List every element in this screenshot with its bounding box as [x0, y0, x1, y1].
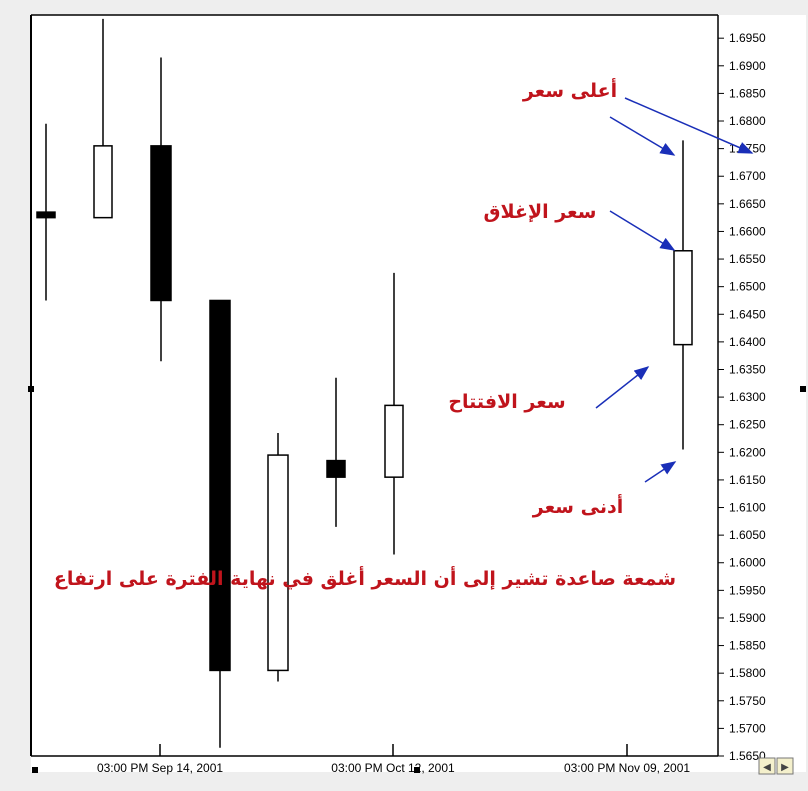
y-tick-label: 1.5700 — [729, 721, 766, 735]
low-price-arrow — [644, 461, 677, 483]
high-price-arrow-to-axis — [624, 97, 754, 154]
candle-4 — [209, 299, 231, 748]
y-tick-label: 1.6900 — [729, 59, 766, 73]
candle-3 — [150, 57, 172, 362]
candle-6 — [326, 377, 346, 527]
candles — [36, 18, 693, 748]
high-price-label: أعلى سعر — [522, 78, 617, 102]
y-tick-label: 1.5900 — [729, 611, 766, 625]
low-price-label: أدنى سعر — [532, 494, 623, 518]
y-tick-label: 1.6750 — [729, 142, 766, 156]
candle-body-up — [267, 454, 289, 672]
chart-caption: شمعة صاعدة تشير إلى أن السعر أغلق في نها… — [54, 566, 676, 590]
y-tick-label: 1.6100 — [729, 501, 766, 515]
y-tick-label: 1.6350 — [729, 362, 766, 376]
y-tick-label: 1.6950 — [729, 31, 766, 45]
candle-body-down — [150, 145, 172, 302]
x-tick-label: 03:00 PM Oct 12, 2001 — [331, 761, 455, 775]
candle-body-down — [209, 299, 231, 672]
y-tick-label: 1.6450 — [729, 307, 766, 321]
y-tick-label: 1.6050 — [729, 528, 766, 542]
y-tick-label: 1.6250 — [729, 418, 766, 432]
bottom-left-handle[interactable] — [32, 767, 38, 773]
y-tick-label: 1.6700 — [729, 169, 766, 183]
x-tick-label: 03:00 PM Sep 14, 2001 — [97, 761, 223, 775]
open-price-arrow — [595, 366, 650, 409]
close-price-arrow — [609, 210, 676, 251]
y-tick-label: 1.5650 — [729, 749, 766, 763]
candle-2 — [93, 18, 113, 219]
candle-7 — [384, 272, 404, 555]
scroll-controls: ◀ ▶ — [758, 757, 794, 775]
y-tick-label: 1.6400 — [729, 335, 766, 349]
y-tick-label: 1.5950 — [729, 583, 766, 597]
y-tick-label: 1.5750 — [729, 694, 766, 708]
y-tick-label: 1.6850 — [729, 86, 766, 100]
right-resize-handle[interactable] — [800, 386, 806, 392]
scroll-left-icon: ◀ — [763, 762, 771, 773]
y-tick-label: 1.5850 — [729, 639, 766, 653]
candle-body-up — [384, 404, 404, 478]
y-tick-label: 1.6600 — [729, 224, 766, 238]
candle-1 — [36, 123, 56, 301]
chart-panel — [31, 15, 806, 772]
y-tick-label: 1.5800 — [729, 666, 766, 680]
y-tick-label: 1.6150 — [729, 473, 766, 487]
y-tick-label: 1.6550 — [729, 252, 766, 266]
scroll-left-button[interactable] — [758, 757, 776, 775]
candle-body-up — [93, 145, 113, 219]
x-axis-ticks: 03:00 PM Sep 14, 2001 03:00 PM Oct 12, 20… — [97, 744, 690, 775]
candle-5 — [267, 432, 289, 682]
close-price-label: سعر الإغلاق — [484, 201, 597, 223]
y-tick-label: 1.6300 — [729, 390, 766, 404]
y-tick-label: 1.6500 — [729, 280, 766, 294]
left-resize-handle[interactable] — [28, 386, 34, 392]
candle-body-up — [673, 250, 693, 346]
scroll-right-button[interactable] — [776, 757, 794, 775]
high-price-arrow — [609, 116, 676, 156]
y-tick-label: 1.6000 — [729, 556, 766, 570]
candle-body-down — [326, 459, 346, 478]
annotation-arrows — [595, 97, 754, 483]
y-tick-label: 1.6650 — [729, 197, 766, 211]
bottom-center-handle[interactable] — [414, 767, 420, 773]
scroll-right-icon: ▶ — [781, 762, 789, 773]
x-tick-label: 03:00 PM Nov 09, 2001 — [564, 761, 690, 775]
y-axis-ticks: 1.6950 1.6900 1.6850 1.6800 1.6750 1.6700 1.66… — [718, 31, 766, 763]
y-tick-label: 1.6200 — [729, 445, 766, 459]
open-price-label: سعر الافتتاح — [448, 391, 565, 413]
candle-8 — [673, 140, 693, 450]
y-tick-label: 1.6800 — [729, 114, 766, 128]
candle-body-down — [36, 211, 56, 219]
